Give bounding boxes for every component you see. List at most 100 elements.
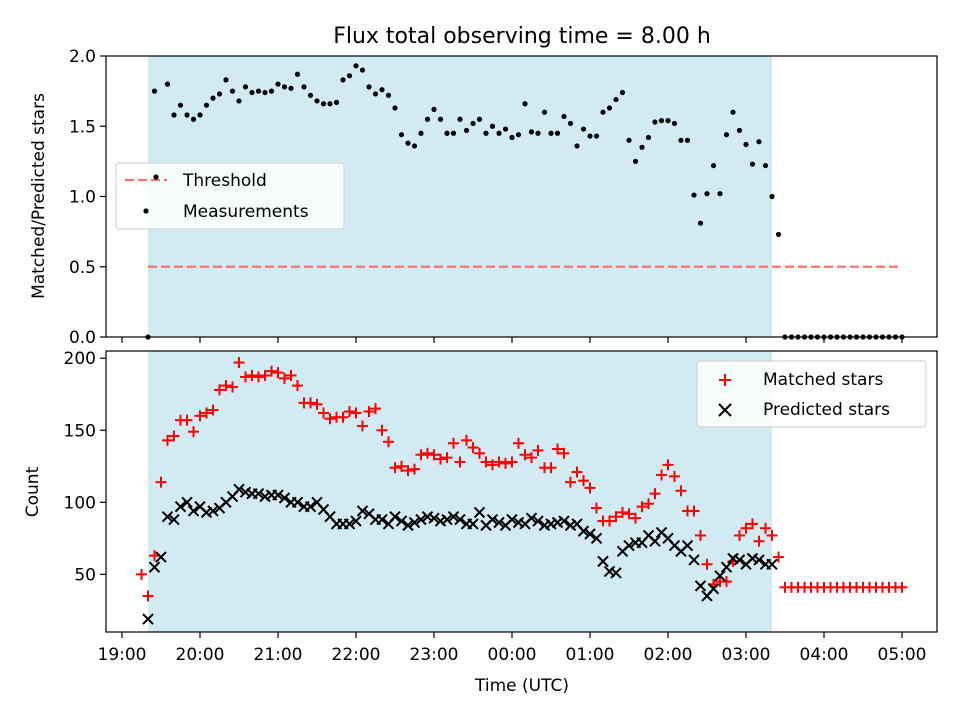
legend-threshold-marker — [153, 174, 159, 180]
top-legend: Threshold Measurements — [115, 162, 345, 230]
matched-star-point — [181, 414, 193, 426]
matched-star-point — [513, 437, 524, 449]
matched-star-point — [565, 476, 576, 488]
x-tick-label: 02:00 — [644, 645, 693, 665]
matched-star-point — [428, 449, 440, 461]
measurement-point — [268, 88, 275, 94]
measurement-point — [255, 88, 262, 94]
matched-star-point — [578, 475, 589, 487]
measurement-point — [418, 130, 424, 136]
legend-predicted-marker — [718, 403, 732, 417]
x-tick-label: 03:00 — [722, 645, 771, 665]
measurement-point — [164, 81, 171, 87]
matched-star-point — [545, 462, 557, 474]
matched-star-point — [487, 459, 498, 471]
predicted-star-point — [428, 512, 440, 524]
matched-star-point — [402, 465, 414, 477]
measurement-point — [548, 130, 554, 136]
bottom-x-axis: 19:00 20:00 21:00 22:00 23:00 00:00 01:00 02:00… — [98, 632, 927, 665]
matched-star-point — [415, 449, 427, 461]
measurement-point — [190, 116, 197, 122]
matched-star-point — [214, 384, 225, 396]
matched-star-point — [409, 463, 420, 475]
matched-star-point — [604, 515, 615, 527]
measurement-point — [509, 134, 515, 141]
x-tick-label: 01:00 — [566, 645, 615, 665]
matched-star-point — [669, 470, 680, 482]
measurement-point — [392, 105, 398, 111]
predicted-star-point — [590, 532, 603, 545]
measurement-point — [223, 77, 229, 83]
predicted-star-point — [142, 613, 154, 625]
measurement-point — [307, 92, 314, 98]
measurement-point — [275, 81, 281, 87]
measurement-point — [450, 130, 457, 136]
measurement-point — [398, 132, 405, 138]
measurement-point — [574, 143, 580, 149]
predicted-star-point — [688, 554, 700, 566]
measurement-point — [444, 130, 450, 136]
matched-star-point — [155, 476, 167, 488]
matched-star-point — [337, 411, 349, 423]
measurement-point — [463, 127, 470, 134]
predicted-star-point — [155, 551, 167, 563]
matched-star-point — [344, 406, 355, 418]
measurement-point — [775, 231, 782, 238]
measurement-point — [704, 191, 710, 197]
predicted-star-point — [753, 554, 765, 566]
matched-star-point — [734, 529, 745, 541]
measurement-point — [171, 112, 177, 118]
measurement-points — [145, 63, 905, 340]
measurement-point — [632, 158, 639, 164]
predicted-star-point — [532, 515, 544, 527]
legend-predicted-label: Predicted stars — [763, 400, 890, 420]
predicted-star-point — [525, 512, 538, 524]
matched-star-point — [636, 501, 648, 513]
x-tick-label: 22:00 — [332, 645, 381, 665]
measurement-point — [333, 99, 340, 105]
predicted-star-point — [584, 528, 596, 540]
predicted-star-point — [597, 555, 609, 568]
matched-star-point — [766, 529, 778, 541]
matched-star-point — [591, 502, 602, 514]
predicted-star-point — [766, 558, 778, 570]
matched-star-point — [519, 449, 531, 461]
predicted-star-point — [207, 505, 219, 517]
bottom-legend-box — [696, 360, 927, 428]
matched-star-point — [656, 469, 667, 481]
measurement-point — [346, 73, 353, 79]
predicted-star-point — [389, 511, 401, 523]
predicted-star-point — [272, 489, 284, 501]
measurement-point — [184, 112, 190, 118]
measurement-point — [327, 101, 333, 107]
x-tick-label: 19:00 — [98, 645, 147, 665]
measurement-point — [717, 191, 723, 197]
measurement-point — [197, 112, 203, 118]
predicted-star-point — [454, 513, 466, 526]
measurement-point — [522, 101, 528, 107]
top-y-tick-label: 0.5 — [69, 258, 96, 278]
legend-measurement-marker — [143, 208, 149, 214]
matched-star-point — [617, 506, 628, 518]
measurement-point — [424, 116, 431, 122]
predicted-star-point — [447, 511, 460, 523]
matched-star-point — [467, 442, 479, 454]
matched-star-point — [292, 380, 303, 392]
predicted-star-point — [720, 561, 733, 573]
matched-star-point — [454, 456, 466, 468]
matched-star-point — [747, 518, 758, 530]
matched-star-point — [643, 498, 654, 510]
predicted-star-point — [649, 535, 661, 547]
matched-star-point — [318, 407, 329, 419]
measurement-point — [431, 106, 437, 112]
matched-star-point — [480, 456, 492, 468]
measurement-point — [515, 132, 522, 138]
predicted-star-point — [181, 496, 193, 509]
matched-star-point — [142, 590, 154, 602]
predicted-star-point — [376, 513, 388, 526]
measurement-point — [593, 133, 600, 139]
measurement-point — [301, 84, 307, 90]
predicted-star-point — [473, 506, 486, 519]
measurement-point — [437, 116, 444, 122]
